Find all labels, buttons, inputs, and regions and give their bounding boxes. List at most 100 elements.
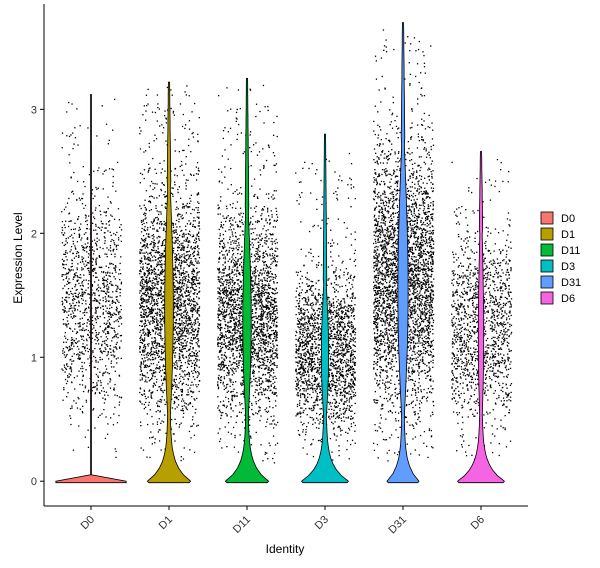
jitter-point: [150, 369, 152, 371]
jitter-point: [194, 283, 196, 285]
jitter-point: [161, 384, 163, 386]
jitter-point: [189, 254, 192, 256]
jitter-point: [156, 311, 158, 314]
jitter-point: [153, 236, 155, 238]
jitter-point: [68, 212, 71, 214]
jitter-point: [180, 247, 183, 249]
jitter-point: [191, 316, 194, 318]
jitter-point: [140, 296, 142, 298]
jitter-point: [92, 212, 94, 214]
jitter-point: [147, 274, 149, 277]
jitter-point: [75, 248, 77, 250]
jitter-point: [95, 261, 97, 263]
jitter-point: [95, 207, 97, 209]
jitter-point: [185, 240, 188, 242]
jitter-point: [177, 338, 179, 340]
jitter-point: [198, 202, 200, 204]
jitter-point: [145, 295, 147, 297]
jitter-point: [164, 196, 166, 198]
jitter-point: [198, 390, 200, 393]
jitter-point: [161, 319, 163, 321]
jitter-point: [183, 400, 185, 402]
jitter-point: [148, 298, 150, 300]
jitter-point: [119, 318, 121, 320]
jitter-point: [155, 277, 157, 280]
jitter-point: [184, 335, 187, 337]
jitter-point: [260, 323, 262, 325]
jitter-point: [239, 355, 242, 357]
jitter-point: [238, 226, 240, 228]
jitter-point: [189, 287, 192, 289]
jitter-point: [180, 361, 182, 364]
jitter-point: [174, 326, 176, 328]
jitter-point: [260, 319, 262, 321]
jitter-point: [259, 357, 261, 360]
jitter-point: [147, 236, 149, 238]
jitter-point: [231, 317, 234, 319]
jitter-point: [92, 315, 94, 317]
jitter-point: [149, 313, 152, 315]
jitter-point: [191, 307, 193, 309]
jitter-point: [139, 351, 141, 353]
jitter-point: [186, 284, 188, 286]
jitter-point: [140, 361, 142, 363]
jitter-point: [148, 273, 151, 275]
jitter-point: [144, 256, 146, 258]
jitter-point: [179, 424, 181, 426]
jitter-point: [114, 253, 116, 255]
jitter-point: [159, 314, 162, 316]
jitter-point: [259, 235, 261, 237]
jitter-point: [112, 169, 115, 171]
jitter-point: [87, 287, 89, 289]
jitter-point: [82, 343, 84, 345]
jitter-point: [154, 339, 157, 341]
jitter-point: [182, 282, 184, 285]
jitter-point: [274, 274, 276, 276]
jitter-point: [157, 248, 159, 250]
jitter-point: [157, 356, 160, 358]
jitter-point: [188, 372, 191, 374]
jitter-point: [87, 358, 89, 360]
jitter-point: [226, 305, 229, 307]
jitter-point: [91, 323, 94, 325]
jitter-point: [176, 206, 178, 208]
jitter-point: [191, 300, 194, 302]
jitter-point: [275, 316, 277, 318]
jitter-point: [181, 285, 183, 287]
jitter-point: [91, 189, 94, 191]
jitter-point: [144, 349, 146, 351]
jitter-point: [149, 286, 152, 289]
jitter-point: [181, 254, 183, 256]
jitter-point: [181, 365, 183, 367]
jitter-point: [139, 307, 141, 309]
jitter-point: [230, 144, 232, 146]
jitter-point: [77, 263, 79, 265]
jitter-point: [170, 89, 172, 91]
jitter-point: [231, 269, 233, 271]
jitter-point: [250, 207, 252, 209]
jitter-point: [261, 351, 263, 353]
jitter-point: [115, 347, 117, 349]
jitter-point: [240, 323, 242, 325]
jitter-point: [71, 360, 73, 362]
jitter-point: [183, 330, 185, 332]
jitter-point: [74, 308, 76, 310]
jitter-point: [242, 212, 245, 215]
jitter-point: [270, 310, 272, 312]
jitter-point: [237, 260, 239, 263]
jitter-point: [79, 274, 82, 276]
jitter-point: [69, 251, 71, 253]
jitter-point: [94, 312, 96, 314]
jitter-point: [153, 140, 155, 142]
jitter-point: [252, 366, 254, 368]
jitter-point: [150, 266, 153, 268]
jitter-point: [63, 311, 65, 313]
jitter-point: [241, 271, 243, 274]
jitter-point: [63, 232, 66, 234]
jitter-point: [234, 312, 236, 314]
jitter-point: [189, 310, 192, 312]
jitter-point: [99, 359, 101, 361]
jitter-point: [192, 330, 194, 333]
jitter-point: [217, 204, 219, 206]
jitter-point: [71, 259, 73, 261]
